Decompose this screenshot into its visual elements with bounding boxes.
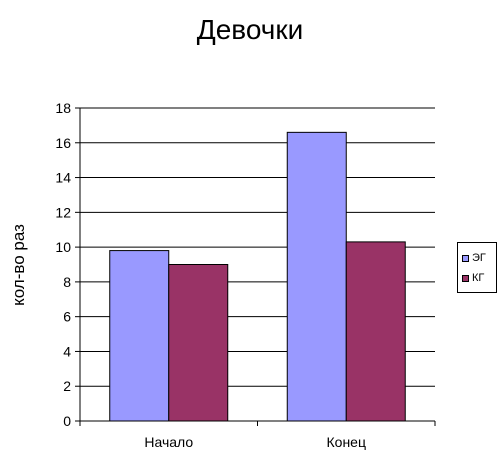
legend-swatch xyxy=(462,274,469,282)
chart-title: Девочки xyxy=(196,14,304,45)
bar-КГ-Конец xyxy=(345,241,406,422)
y-tick-label: 8 xyxy=(63,274,71,290)
x-tick-label: Начало xyxy=(144,434,193,450)
y-tick-label: 4 xyxy=(63,343,71,359)
legend-label: ЭГ xyxy=(472,252,486,264)
y-tick-label: 14 xyxy=(55,170,71,186)
bar-КГ-Начало xyxy=(168,264,229,422)
y-axis-label: кол-во раз xyxy=(9,224,28,306)
y-tick-label: 0 xyxy=(63,413,71,429)
bars xyxy=(109,131,406,422)
x-tick-label: Конец xyxy=(327,434,366,450)
y-tick-label: 10 xyxy=(55,239,71,255)
y-tick-labels: 0 2 4 6 8 10 12 14 16 18 xyxy=(55,100,71,429)
y-tick-label: 12 xyxy=(55,204,71,220)
legend-swatch xyxy=(462,254,469,262)
y-tick-label: 6 xyxy=(63,309,71,325)
legend: ЭГ КГ xyxy=(457,242,497,293)
y-tick-label: 2 xyxy=(63,378,71,394)
bar-ЭГ-Конец xyxy=(286,131,347,422)
y-tick-label: 16 xyxy=(55,135,71,151)
y-tick-label: 18 xyxy=(55,100,71,116)
legend-entry: ЭГ xyxy=(462,251,486,265)
axes xyxy=(75,107,436,426)
legend-label: КГ xyxy=(472,272,485,284)
legend-entry: КГ xyxy=(462,271,484,285)
bar-ЭГ-Начало xyxy=(109,250,170,422)
x-tick-labels: Начало Конец xyxy=(144,434,366,450)
